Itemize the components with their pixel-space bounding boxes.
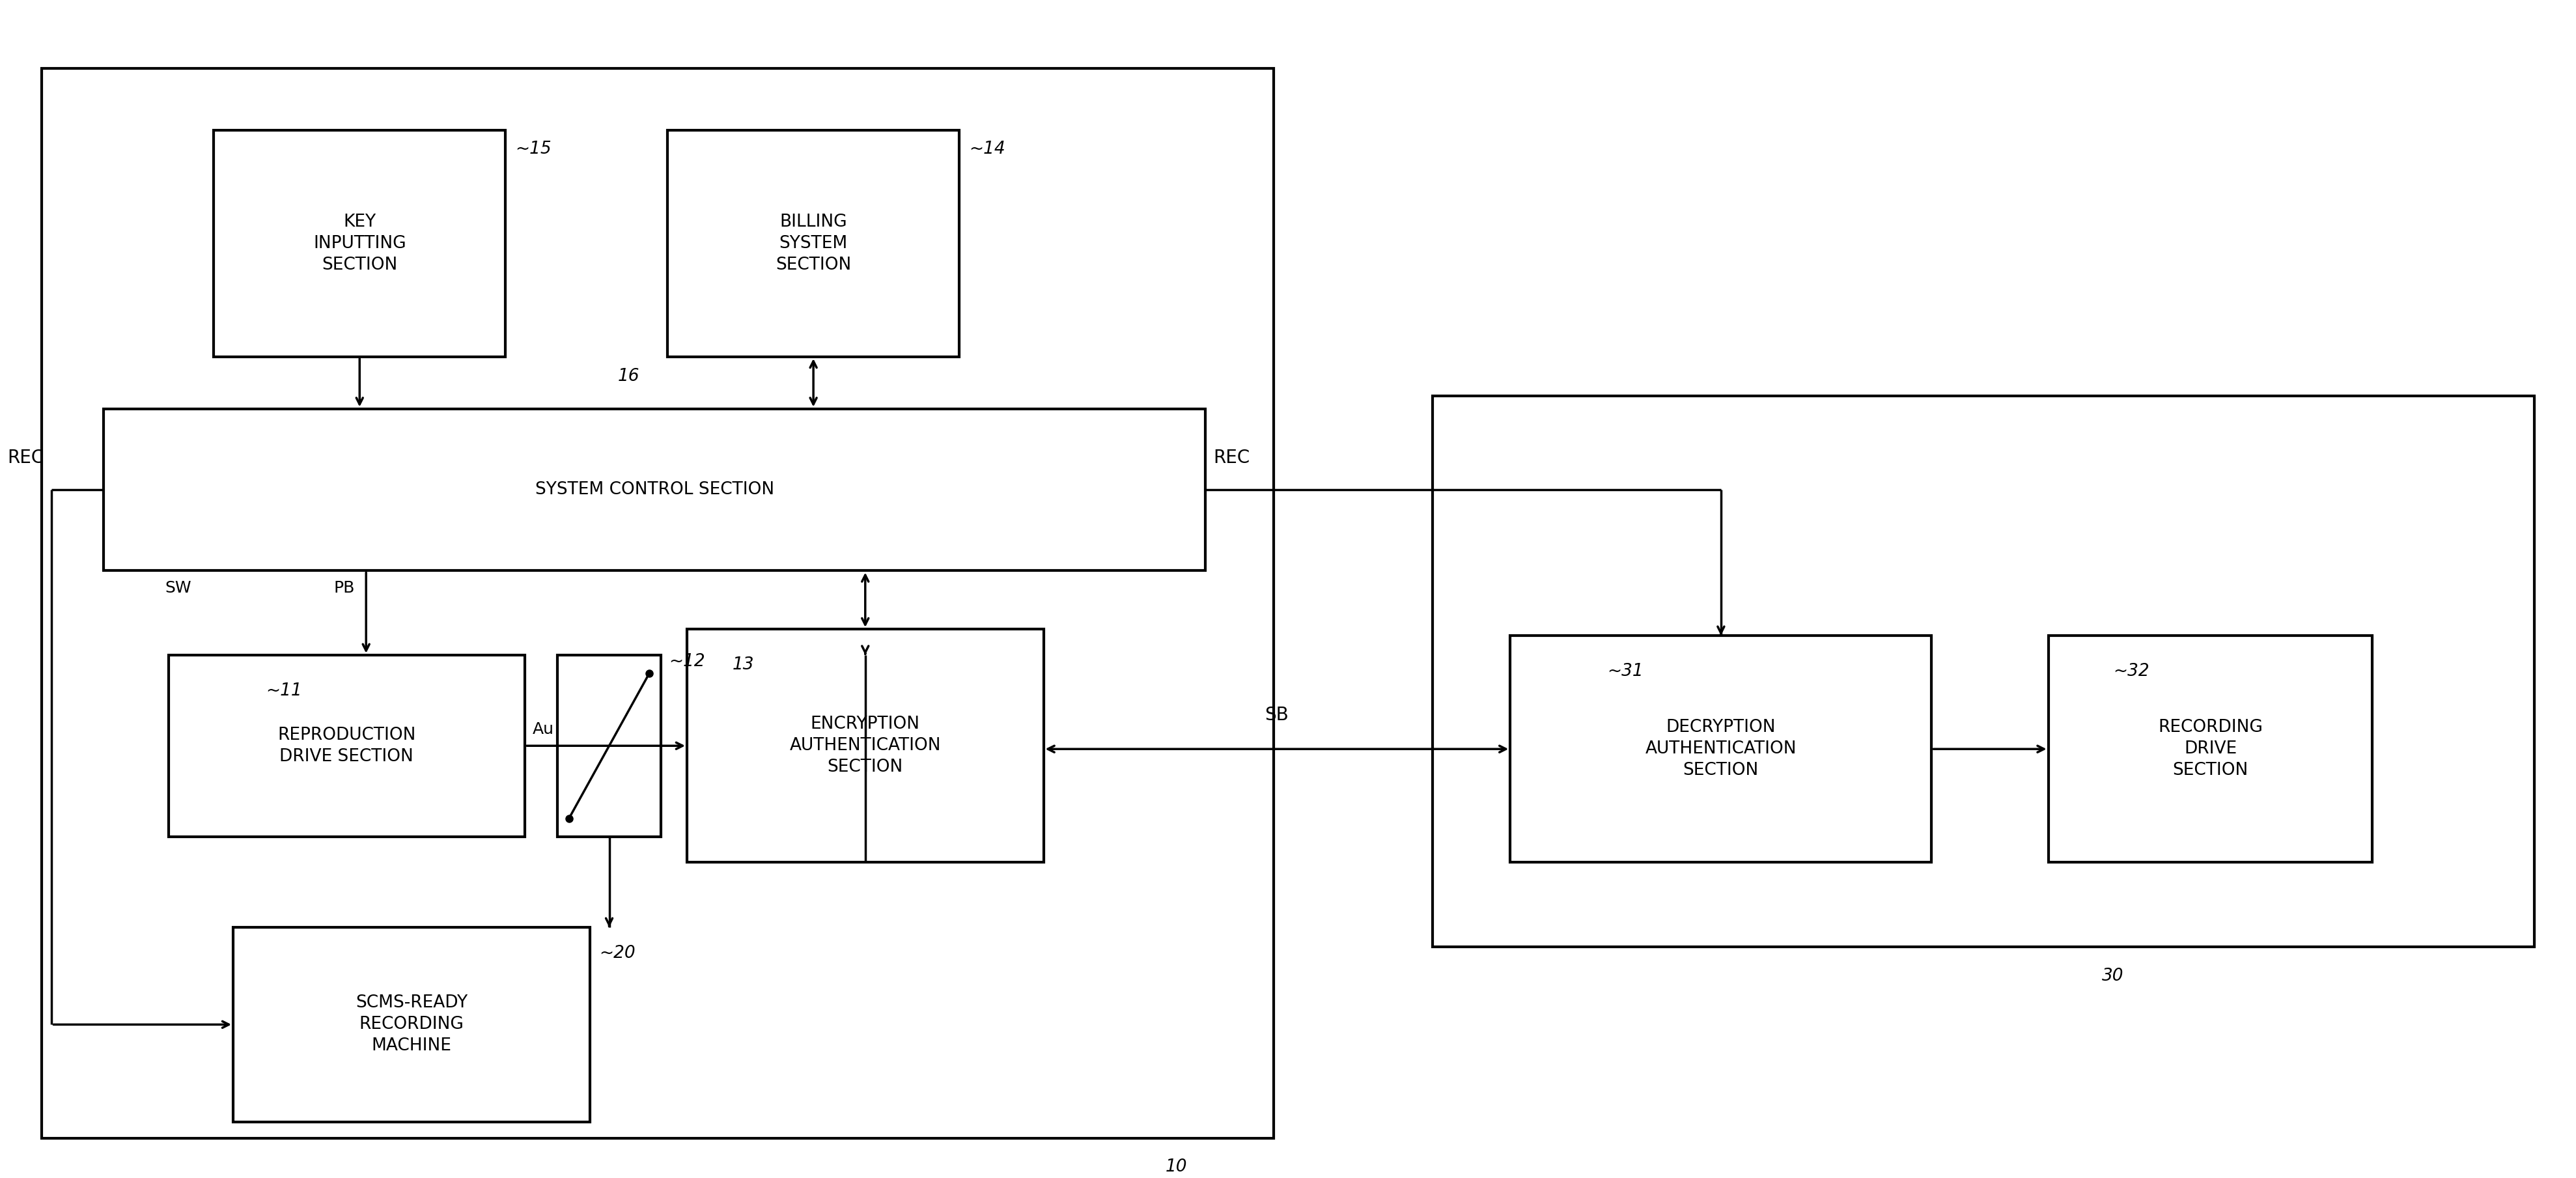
Text: SB: SB — [1265, 706, 1288, 724]
Text: RECORDING
DRIVE
SECTION: RECORDING DRIVE SECTION — [2159, 719, 2262, 779]
Bar — [167, 655, 526, 836]
Text: DECRYPTION
AUTHENTICATION
SECTION: DECRYPTION AUTHENTICATION SECTION — [1646, 719, 1795, 779]
Text: ~32: ~32 — [2112, 663, 2148, 680]
Bar — [1432, 396, 2535, 947]
Text: SW: SW — [165, 581, 191, 596]
Text: 13: 13 — [732, 656, 755, 673]
Text: 10: 10 — [1164, 1159, 1188, 1176]
Bar — [688, 629, 1043, 862]
Text: ~31: ~31 — [1607, 663, 1643, 680]
Bar — [214, 130, 505, 357]
Bar — [41, 68, 1273, 1138]
Text: ENCRYPTION
AUTHENTICATION
SECTION: ENCRYPTION AUTHENTICATION SECTION — [791, 716, 940, 776]
Text: SYSTEM CONTROL SECTION: SYSTEM CONTROL SECTION — [536, 482, 775, 498]
Text: Au: Au — [533, 722, 554, 737]
Text: KEY
INPUTTING
SECTION: KEY INPUTTING SECTION — [314, 213, 407, 273]
Text: SCMS-READY
RECORDING
MACHINE: SCMS-READY RECORDING MACHINE — [355, 994, 466, 1054]
Bar — [667, 130, 958, 357]
Text: BILLING
SYSTEM
SECTION: BILLING SYSTEM SECTION — [775, 213, 850, 273]
Bar — [2048, 636, 2372, 862]
Bar — [1510, 636, 1932, 862]
Text: ~20: ~20 — [600, 945, 636, 961]
Text: ~14: ~14 — [969, 141, 1005, 158]
Text: REPRODUCTION
DRIVE SECTION: REPRODUCTION DRIVE SECTION — [278, 727, 415, 765]
Text: 16: 16 — [618, 368, 639, 385]
Text: ~12: ~12 — [670, 653, 706, 670]
Bar — [556, 655, 662, 836]
Bar — [234, 927, 590, 1121]
Bar — [103, 409, 1206, 571]
Text: 30: 30 — [2102, 967, 2125, 985]
Text: ~11: ~11 — [265, 682, 301, 699]
Text: REC: REC — [8, 449, 44, 466]
Text: ~15: ~15 — [515, 141, 551, 158]
Text: PB: PB — [335, 581, 355, 596]
Text: REC: REC — [1213, 449, 1249, 466]
